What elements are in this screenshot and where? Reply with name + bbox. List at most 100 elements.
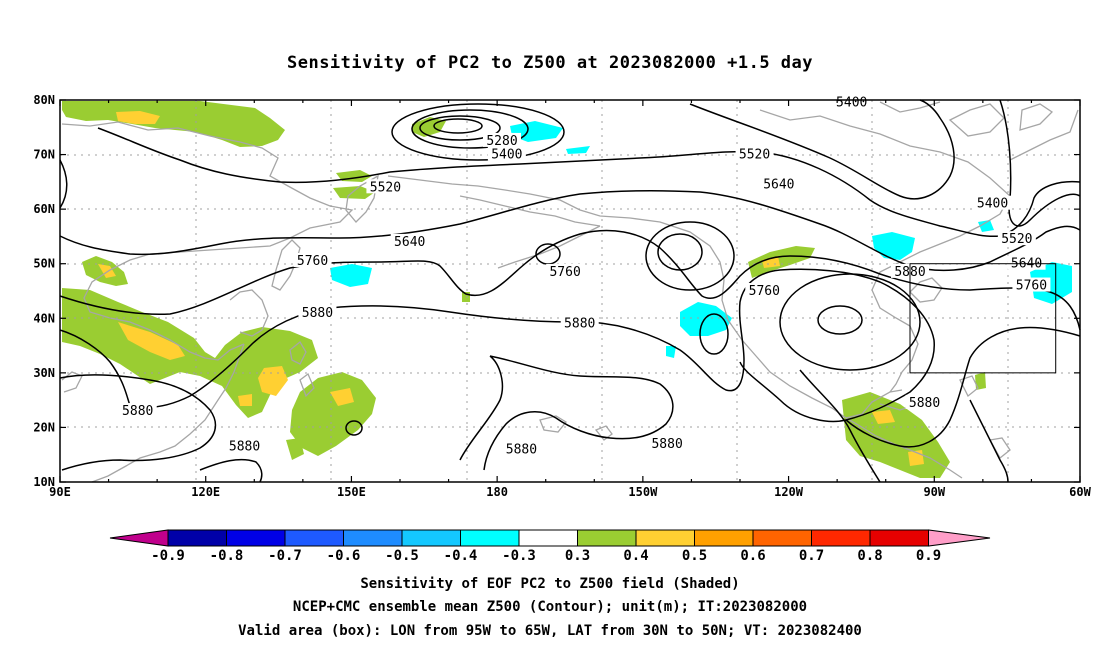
contour-5280 [419,115,501,141]
shade-positive [748,246,815,278]
shade-negative [566,146,590,154]
colorbar-label: -0.5 [385,548,419,564]
z500-contours [59,99,1081,483]
contour-label: 5640 [763,178,794,193]
lon-tick-label: 90E [49,485,71,499]
contour-5400 [689,99,1081,227]
shade-positive-core [98,264,116,278]
shade-positive-core [872,410,895,424]
shade-positive-core [238,394,252,406]
colorbar-label: 0.6 [740,548,765,564]
coastlines [61,101,1079,483]
shade-positive-core [116,111,160,124]
shade-positive-core [118,322,185,360]
lon-tick-label: 150W [628,485,658,499]
contour-label: 5880 [564,317,595,332]
contour-label: 5880 [229,440,260,455]
colorbar-label: 0.8 [857,548,882,564]
lat-tick-label: 50N [33,257,55,271]
colorbar-label: 0.7 [799,548,824,564]
contour-5880-high-outer [779,273,921,371]
contour-label: 5520 [1001,232,1032,247]
figure-title: Sensitivity of PC2 to Z500 at 2023082000… [287,53,813,73]
contour-5760-cutoff [699,313,729,355]
shade-negative [330,264,372,287]
contour-label: 5760 [1016,279,1047,294]
lon-tick-label: 120E [191,485,220,499]
contour-5640 [59,189,1081,272]
lat-tick-label: 80N [33,93,55,107]
colorbar-segment [167,529,227,547]
contour-label: 5880 [506,442,537,457]
colorbar-label: 0.3 [565,548,590,564]
contour-label-bg [735,146,774,161]
colorbar-label: 0.4 [623,548,648,564]
colorbar-segment [635,529,695,547]
colorbar-segment [577,529,637,547]
contour-label: 5880 [909,396,940,411]
tick-marks [59,99,1081,483]
colorbar-label: -0.9 [151,548,185,564]
colorbar-segment [343,529,403,547]
longitude-labels: 90E 120E 150E 180 150W 120W 90W 60W [49,485,1091,499]
contour-label: 5760 [549,265,580,280]
contour-label: 5520 [739,148,770,163]
contour-label-bg [487,146,526,161]
colorbar-segment [226,529,286,547]
colorbar-segment [460,529,520,547]
contour-5280-inner [433,118,483,134]
latitude-labels: 80N 70N 60N 50N 40N 30N 20N 10N [33,93,55,489]
contour-label-bg [390,233,429,248]
contour-label: 5400 [977,197,1008,212]
shade-positive-core [330,388,354,406]
colorbar-arrow-left [109,529,169,547]
lat-tick-label: 70N [33,148,55,162]
lat-tick-label: 40N [33,311,55,325]
caption-line-1: Sensitivity of EOF PC2 to Z500 field (Sh… [360,576,739,592]
contour-label-bg [560,315,599,330]
contour-5880-se [969,399,1009,483]
colorbar-segment [811,529,871,547]
contour-5760-loop-outer [645,221,735,291]
map-background [60,100,1080,482]
graticule [60,100,1080,482]
shade-negative [680,302,732,336]
contour-label-bg [298,304,337,319]
caption-line-3: Valid area (box): LON from 95W to 65W, L… [238,623,862,639]
colorbar-segment [401,529,461,547]
lon-tick-label: 180 [486,485,508,499]
shade-positive [842,392,950,478]
lat-tick-label: 30N [33,366,55,380]
contour-5760-loop [657,233,703,271]
colorbar-label: -0.8 [210,548,244,564]
valid-area-box [909,263,1057,374]
shade-negative [872,232,915,260]
contour-5880-pacific [345,420,363,436]
shade-positive [290,372,376,456]
contour-label-bg [293,252,332,267]
contour-label: 5400 [836,96,867,111]
contour-5880-central [459,355,674,471]
shaded-sensitivity [62,101,1072,478]
lon-tick-label: 150E [337,485,366,499]
shade-positive-core [258,366,288,396]
contour-label: 5880 [302,306,333,321]
colorbar-segment [752,529,812,547]
colorbar: -0.9 -0.8 -0.7 -0.6 -0.5 -0.4 -0.3 0.3 0.4 0.5 0.6… [109,529,991,564]
contour-label: 5880 [651,437,682,452]
contour-label: 5280 [486,134,517,149]
contour-5880-south [199,458,263,483]
contour-label-bg [1012,277,1051,292]
contour-5400 [391,103,565,161]
contour-label: 5880 [122,404,153,419]
colorbar-label: -0.6 [327,548,361,564]
shade-positive [333,186,375,199]
contour-label-bg [648,435,687,450]
contour-5760 [59,229,1081,331]
contour-label-bg [745,283,784,297]
lon-tick-label: 90W [923,485,945,499]
colorbar-segment [518,529,578,547]
